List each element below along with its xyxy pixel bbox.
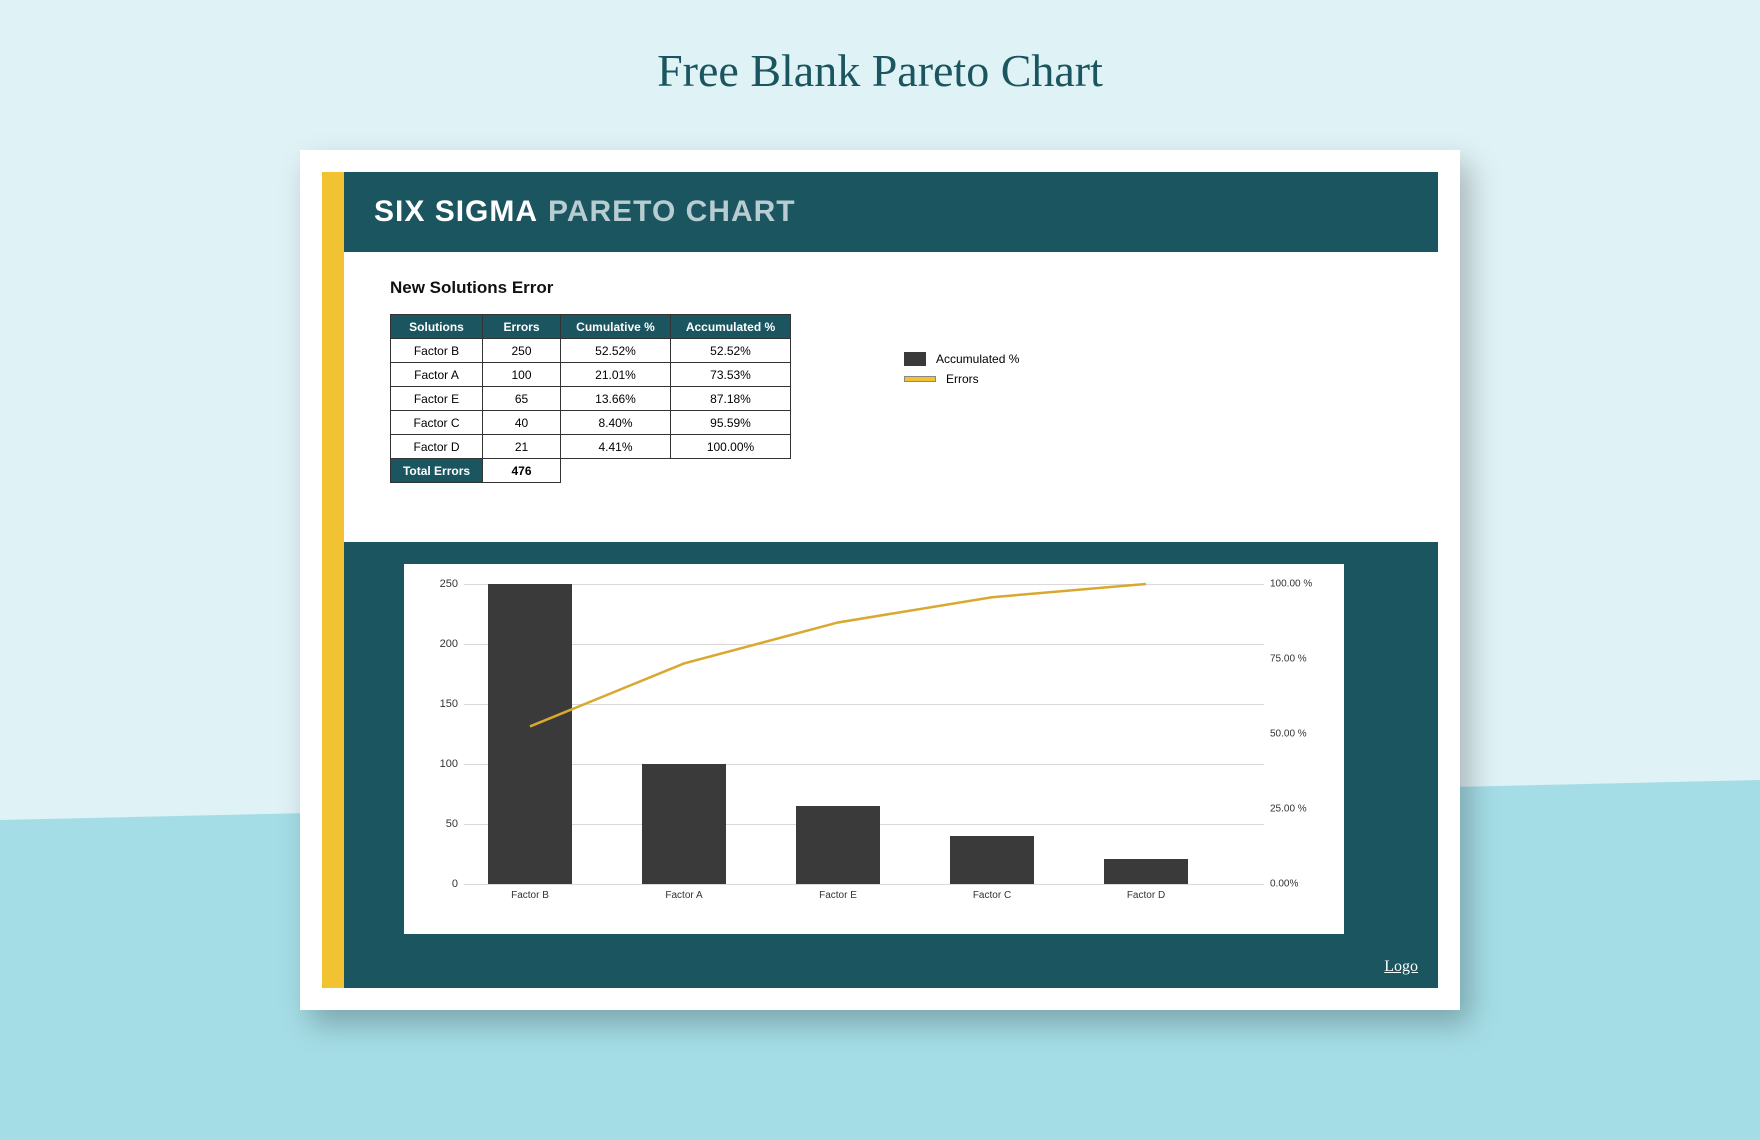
table-cell: Factor E: [391, 387, 483, 411]
header-band: SIX SIGMA PARETO CHART: [344, 172, 1438, 252]
legend-item: Errors: [904, 372, 1019, 386]
y-left-tick: 100: [424, 758, 458, 770]
table-cell: 8.40%: [561, 411, 671, 435]
table-cell: 250: [483, 339, 561, 363]
table-row: Factor E6513.66%87.18%: [391, 387, 791, 411]
table-row: Factor D214.41%100.00%: [391, 435, 791, 459]
data-table: SolutionsErrorsCumulative %Accumulated %…: [390, 314, 791, 483]
table-header: Solutions: [391, 315, 483, 339]
table-cell: 4.41%: [561, 435, 671, 459]
table-header: Cumulative %: [561, 315, 671, 339]
chart-band: 0 50 100 150 200 250 0.00% 25.00 % 50.00 % 75.00 …: [344, 542, 1438, 988]
table-row: Factor A10021.01%73.53%: [391, 363, 791, 387]
header-title-1: SIX SIGMA: [374, 195, 538, 229]
mid-section: New Solutions Error SolutionsErrorsCumul…: [344, 252, 1438, 542]
table-total-row: Total Errors476: [391, 459, 791, 483]
table-cell: 73.53%: [671, 363, 791, 387]
table-cell: 40: [483, 411, 561, 435]
legend-item: Accumulated %: [904, 352, 1019, 366]
x-tick-label: Factor B: [490, 890, 570, 901]
y-left-tick: 250: [424, 578, 458, 590]
table-header: Errors: [483, 315, 561, 339]
table-cell: 95.59%: [671, 411, 791, 435]
table-cell: 21: [483, 435, 561, 459]
y-right-tick: 100.00 %: [1270, 579, 1324, 590]
gridline: [464, 884, 1264, 885]
y-right-tick: 50.00 %: [1270, 729, 1324, 740]
legend-swatch-icon: [904, 352, 926, 366]
table-cell: 65: [483, 387, 561, 411]
legend-label: Errors: [946, 372, 979, 386]
table-row: Factor B25052.52%52.52%: [391, 339, 791, 363]
plot-area: 0501001502002500.00%25.00 %50.00 %75.00 …: [464, 584, 1264, 884]
total-label: Total Errors: [391, 459, 483, 483]
table-cell: Factor C: [391, 411, 483, 435]
y-left-tick: 50: [424, 818, 458, 830]
y-left-tick: 200: [424, 638, 458, 650]
table-cell: 100: [483, 363, 561, 387]
y-right-tick: 0.00%: [1270, 879, 1324, 890]
table-cell: Factor B: [391, 339, 483, 363]
legend-label: Accumulated %: [936, 352, 1019, 366]
table-cell: 13.66%: [561, 387, 671, 411]
chart-box: 0 50 100 150 200 250 0.00% 25.00 % 50.00 % 75.00 …: [404, 564, 1344, 934]
y-right-tick: 75.00 %: [1270, 654, 1324, 665]
table-cell: 21.01%: [561, 363, 671, 387]
legend-line-icon: [904, 376, 936, 382]
legend: Accumulated % Errors: [904, 352, 1019, 392]
table-cell: 52.52%: [561, 339, 671, 363]
table-cell: 87.18%: [671, 387, 791, 411]
accent-bar: [322, 172, 344, 988]
y-left-tick: 150: [424, 698, 458, 710]
table-cell: Factor D: [391, 435, 483, 459]
x-tick-label: Factor E: [798, 890, 878, 901]
x-tick-label: Factor D: [1106, 890, 1186, 901]
y-left-tick: 0: [424, 878, 458, 890]
table-cell: 52.52%: [671, 339, 791, 363]
y-right-tick: 25.00 %: [1270, 804, 1324, 815]
header-title-2: PARETO CHART: [548, 195, 796, 229]
x-tick-label: Factor C: [952, 890, 1032, 901]
logo-text: Logo: [1384, 958, 1418, 976]
table-row: Factor C408.40%95.59%: [391, 411, 791, 435]
template-inner: SIX SIGMA PARETO CHART New Solutions Err…: [322, 172, 1438, 988]
template-card: SIX SIGMA PARETO CHART New Solutions Err…: [300, 150, 1460, 1010]
table-cell: 100.00%: [671, 435, 791, 459]
x-tick-label: Factor A: [644, 890, 724, 901]
page-title: Free Blank Pareto Chart: [0, 44, 1760, 97]
table-cell: Factor A: [391, 363, 483, 387]
table-header: Accumulated %: [671, 315, 791, 339]
total-value: 476: [483, 459, 561, 483]
cumulative-line: [464, 584, 1264, 884]
subtitle: New Solutions Error: [390, 278, 553, 298]
